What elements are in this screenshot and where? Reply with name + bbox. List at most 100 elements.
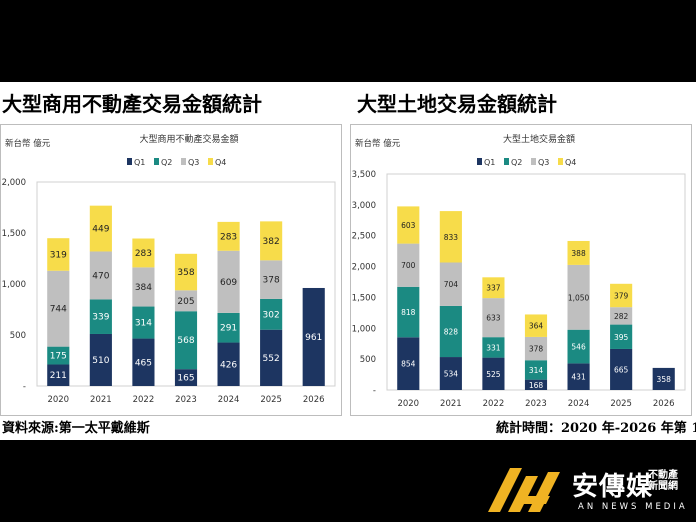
bar-2024-q3: [217, 250, 240, 313]
land-chart-panel: 新台幣 億元 大型土地交易金額 Q1 Q2 Q3 Q4 - 500 1,000 1,500 2,00…: [350, 124, 692, 416]
land-chart-svg: 新台幣 億元 大型土地交易金額 Q1 Q2 Q3 Q4 - 500 1,000 1,500 2,00…: [352, 133, 686, 409]
y-tick-label: 1,000: [2, 280, 26, 290]
data-label: 378: [263, 276, 280, 286]
y-tick-label: -: [373, 386, 376, 396]
legend-label-q2: Q2: [161, 158, 172, 167]
data-label: 211: [50, 371, 67, 381]
bar-2022-q3: [132, 267, 155, 307]
data-label: 546: [571, 343, 586, 352]
data-label: 165: [177, 374, 194, 384]
data-label: 175: [50, 352, 67, 362]
x-tick-label: 2026: [303, 395, 325, 405]
legend-swatch-q3: [531, 158, 536, 165]
bar-2025-q4: [260, 221, 283, 261]
logo-tagline: 不動產新聞網: [648, 470, 678, 492]
bar-2023-q3: [174, 290, 198, 312]
data-label: 319: [50, 250, 67, 260]
bar-2023-q4: [524, 314, 548, 337]
y-tick-label: 3,500: [352, 170, 376, 180]
x-tick-label: 2020: [47, 395, 69, 405]
bar-2022-q4: [132, 238, 155, 268]
data-label: 382: [263, 237, 280, 247]
legend-swatch-q2: [154, 158, 159, 165]
unit-label: 新台幣 億元: [5, 138, 51, 149]
bar-2024-q1: [567, 363, 590, 390]
legend-label-q4: Q4: [215, 158, 226, 167]
data-label: 379: [614, 291, 629, 300]
data-label: 358: [657, 375, 672, 384]
x-tick-label: 2022: [483, 399, 505, 409]
legend-swatch-q4: [558, 158, 563, 165]
data-label: 395: [614, 333, 629, 342]
bar-2026-q1: [652, 367, 675, 390]
commercial-chart-svg: 新台幣 億元 大型商用不動產交易金額 Q1 Q2 Q3 Q4 - 500 1,000 1,500 2…: [2, 133, 336, 405]
bar-2020-q2: [397, 286, 420, 338]
x-tick-label: 2024: [568, 399, 590, 409]
bar-2021-q1: [89, 333, 112, 386]
legend-label-q4: Q4: [565, 158, 576, 167]
data-label: 205: [177, 297, 194, 307]
data-label: 854: [401, 360, 416, 369]
legend-swatch-q4: [208, 158, 213, 165]
y-tick-label: -: [23, 382, 26, 392]
data-label: 665: [614, 365, 629, 374]
data-label: 384: [135, 283, 152, 293]
data-label: 510: [92, 356, 109, 366]
bar-2024-q3: [567, 264, 590, 330]
data-label: 283: [220, 232, 237, 242]
bar-2023-q1: [174, 369, 198, 386]
y-tick-label: 2,000: [352, 263, 376, 273]
bar-2024-q4: [217, 221, 240, 251]
data-label: 961: [305, 333, 322, 343]
bar-2021-q4: [89, 205, 112, 252]
period-note: 統計時間：2020 年-2026 年第 1 季: [496, 421, 696, 436]
commercial-chart-heading: 大型商用不動產交易金額統計: [2, 92, 262, 116]
bar-2025-q1: [610, 348, 633, 390]
bar-2021-q3: [439, 262, 462, 306]
data-label: 314: [135, 319, 152, 329]
data-label: 534: [444, 370, 459, 379]
data-label: 388: [571, 249, 586, 258]
bar-2020-q4: [47, 238, 70, 271]
bar-2021-q4: [439, 211, 462, 263]
legend-swatch-q2: [504, 158, 509, 165]
commercial-chart-panel: 新台幣 億元 大型商用不動產交易金額 Q1 Q2 Q3 Q4 - 500 1,000 1,500 2…: [0, 124, 342, 416]
bar-2021-q2: [439, 305, 462, 358]
bar-2021-q3: [89, 251, 112, 300]
bar-2025-q2: [610, 324, 633, 349]
logo-english: AN NEWS MEDIA: [578, 502, 688, 512]
data-label: 1,050: [568, 293, 590, 302]
legend-label-q2: Q2: [511, 158, 522, 167]
bar-2022-q1: [482, 357, 505, 390]
data-label: 525: [486, 370, 501, 379]
legend-swatch-q3: [181, 158, 186, 165]
bar-2024-q2: [217, 312, 240, 343]
bar-2025-q4: [610, 283, 633, 308]
x-tick-label: 2021: [90, 395, 112, 405]
data-label: 603: [401, 221, 416, 230]
chart-title: 大型商用不動產交易金額: [139, 133, 238, 145]
data-label: 431: [571, 373, 586, 382]
x-tick-label: 2024: [218, 395, 240, 405]
bar-2021-q1: [439, 357, 462, 390]
data-label: 364: [529, 322, 544, 331]
bar-2022-q2: [132, 306, 155, 339]
legend-label-q3: Q3: [538, 158, 549, 167]
data-label: 449: [92, 225, 109, 235]
data-label: 331: [486, 343, 501, 352]
y-tick-label: 1,000: [352, 324, 376, 334]
y-tick-label: 1,500: [352, 293, 376, 303]
bar-2022-q1: [132, 338, 155, 386]
bar-2022-q3: [482, 298, 505, 338]
x-tick-label: 2020: [397, 399, 419, 409]
bar-2020-q3: [47, 270, 70, 347]
data-label: 291: [220, 324, 237, 334]
data-label: 168: [529, 381, 544, 390]
chart-title: 大型土地交易金額: [503, 133, 575, 145]
x-tick-label: 2026: [653, 399, 675, 409]
bar-2020-q4: [397, 206, 420, 244]
y-tick-label: 1,500: [2, 229, 26, 239]
x-tick-label: 2025: [610, 399, 632, 409]
x-tick-label: 2023: [175, 395, 197, 405]
data-label: 568: [177, 336, 194, 346]
